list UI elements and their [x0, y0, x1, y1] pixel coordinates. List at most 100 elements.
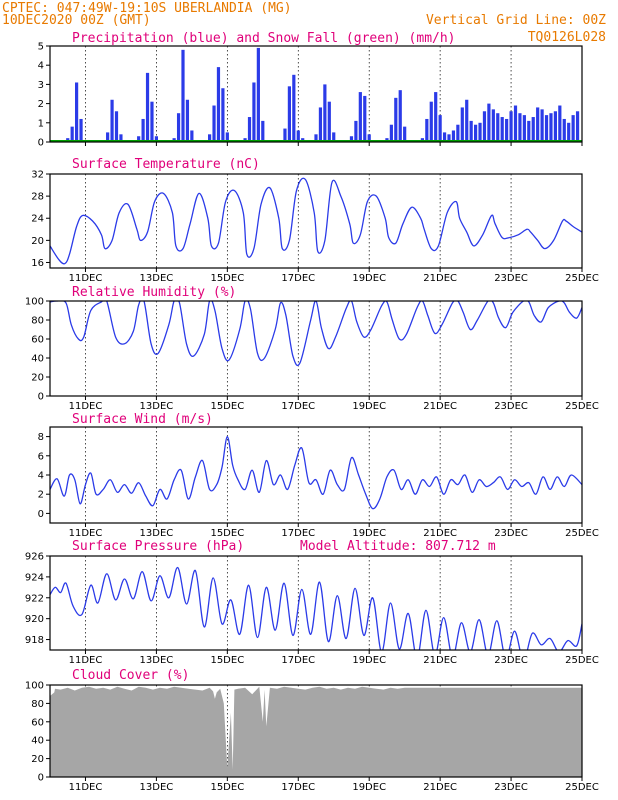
precip-bar	[451, 130, 456, 142]
xtick-label: 25DEC	[565, 401, 599, 412]
ytick-label: 100	[25, 297, 44, 308]
xtick-label: 13DEC	[140, 528, 174, 539]
xtick-label: 19DEC	[352, 401, 386, 412]
temp-title: Surface Temperature (nC)	[72, 157, 260, 172]
precip-bar	[292, 74, 296, 142]
precip-bar	[496, 113, 500, 142]
precip-bar	[247, 117, 252, 142]
xtick-label: 21DEC	[423, 782, 457, 793]
xtick-label: 25DEC	[565, 655, 599, 666]
ytick-label: 926	[25, 552, 44, 563]
ytick-label: 40	[31, 736, 44, 747]
xtick-label: 13DEC	[140, 782, 174, 793]
xtick-label: 19DEC	[352, 273, 386, 284]
ytick-label: 60	[31, 717, 44, 728]
precip-title: Precipitation (blue) and Snow Fall (gree…	[72, 31, 456, 46]
precip-panel: Precipitation (blue) and Snow Fall (gree…	[38, 31, 583, 149]
ytick-label: 20	[31, 236, 44, 247]
ytick-label: 2	[38, 490, 44, 501]
ytick-label: 8	[38, 432, 44, 443]
precip-bar	[536, 107, 540, 142]
precip-bar	[513, 105, 518, 142]
xtick-label: 15DEC	[210, 655, 244, 666]
xtick-label: 23DEC	[494, 401, 528, 412]
ytick-label: 920	[25, 614, 44, 625]
xtick-label: 17DEC	[281, 528, 315, 539]
cloud-panel: Cloud Cover (%) 0 20 40 60 80 100 11DEC 13DEC 15D…	[25, 668, 599, 793]
precip-data	[50, 47, 582, 142]
precip-bar	[185, 99, 190, 142]
ytick-label: 5	[38, 42, 44, 53]
xtick-label: 21DEC	[423, 528, 457, 539]
precip-bar	[447, 134, 451, 142]
xtick-label: 17DEC	[281, 782, 315, 793]
precip-bar	[106, 132, 110, 142]
xtick-label: 19DEC	[352, 655, 386, 666]
xtick-label: 21DEC	[423, 655, 457, 666]
wind-frame	[49, 426, 583, 524]
xtick-label: 19DEC	[352, 528, 386, 539]
precip-bar	[567, 122, 571, 142]
precip-bar	[79, 118, 83, 142]
pres-line	[50, 566, 582, 650]
xtick-label: 25DEC	[565, 528, 599, 539]
temp-data	[50, 177, 582, 265]
precip-bar	[287, 86, 291, 142]
precip-bar	[358, 92, 362, 142]
wind-line	[50, 435, 582, 510]
ytick-label: 0	[38, 138, 44, 149]
panels: Precipitation (blue) and Snow Fall (gree…	[25, 31, 599, 793]
ytick-label: 924	[25, 572, 44, 583]
ytick-label: 0	[38, 392, 44, 403]
precip-bar	[145, 72, 150, 142]
precip-bar	[256, 47, 260, 142]
precip-bar	[465, 99, 469, 142]
precip-bar	[323, 84, 327, 142]
xtick-label: 11DEC	[69, 655, 103, 666]
precip-bar	[389, 124, 393, 142]
precip-bar	[544, 115, 549, 142]
ytick-label: 1	[38, 118, 44, 129]
rh-line	[50, 301, 582, 367]
ytick-label: 80	[31, 699, 44, 710]
cloud-cover-area	[50, 686, 582, 777]
precip-bar	[150, 101, 154, 142]
precip-bar	[154, 136, 158, 142]
precip-bar	[482, 111, 487, 142]
precip-bar	[221, 88, 225, 142]
cloud-frame	[49, 684, 583, 778]
precip-bar	[252, 82, 256, 142]
location-header: CPTEC: 047:49W-19:10S UBERLANDIA (MG)	[2, 1, 292, 16]
wind-data	[50, 435, 582, 510]
precip-bar	[522, 115, 526, 142]
ytick-label: 0	[38, 509, 44, 520]
precip-bar	[367, 134, 371, 142]
precip-bar	[318, 107, 323, 142]
precip-bar	[429, 101, 433, 142]
precip-bar	[558, 105, 562, 142]
precip-bar	[296, 130, 300, 142]
precip-bar	[474, 124, 478, 142]
xtick-label: 23DEC	[494, 273, 528, 284]
cloud-title: Cloud Cover (%)	[72, 668, 189, 683]
precip-bar	[70, 126, 74, 142]
precip-bar	[442, 132, 447, 142]
precip-bar	[460, 107, 464, 142]
ytick-label: 16	[31, 258, 44, 269]
xtick-label: 19DEC	[352, 782, 386, 793]
precip-bar	[141, 118, 145, 142]
precip-bar	[349, 136, 354, 142]
precip-bar	[469, 120, 473, 142]
precip-bar	[314, 134, 318, 142]
precip-bar	[261, 120, 265, 142]
run-date: 10DEC2020 00Z (GMT)	[2, 13, 151, 28]
precip-bar	[456, 124, 460, 142]
ytick-label: 24	[31, 214, 44, 225]
rh-data	[50, 301, 582, 367]
ytick-label: 80	[31, 316, 44, 327]
rh-frame	[49, 300, 583, 397]
xtick-label: 11DEC	[69, 401, 103, 412]
precip-bar	[575, 111, 580, 142]
precip-bar	[332, 132, 336, 142]
